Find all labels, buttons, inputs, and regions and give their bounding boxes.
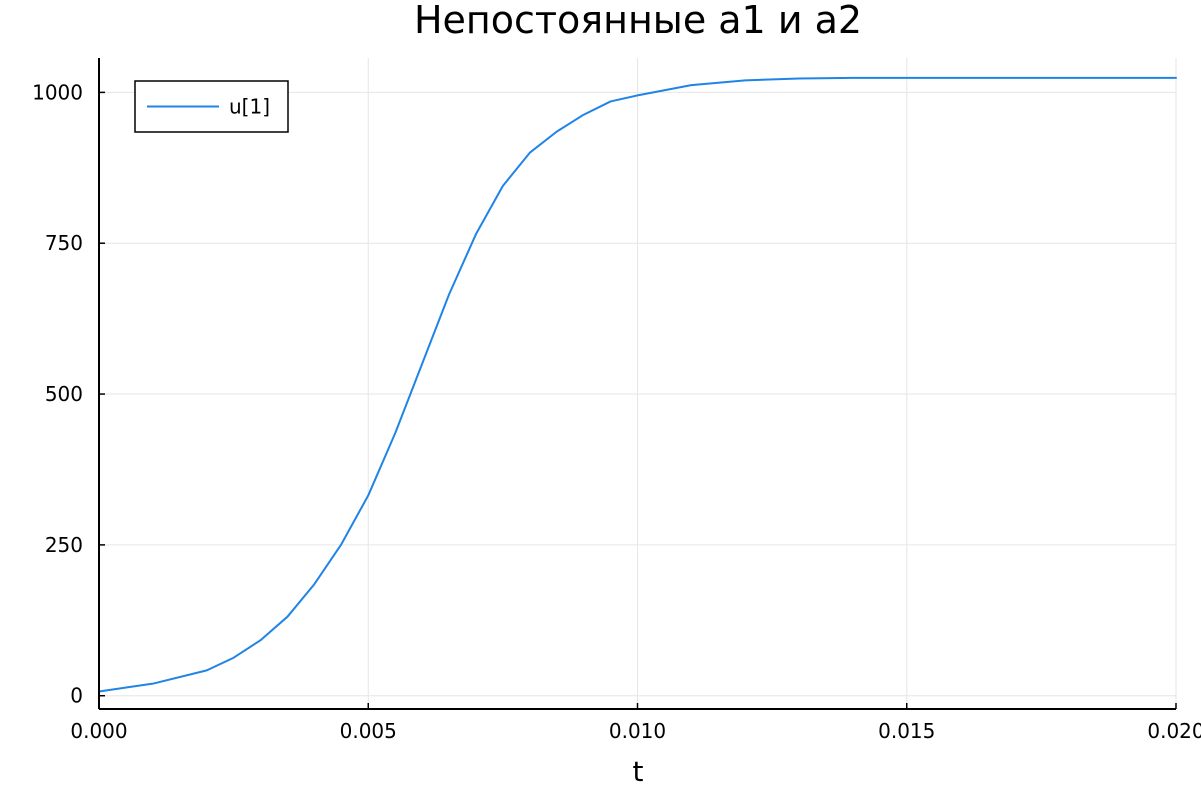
axes — [98, 58, 1177, 710]
grid — [98, 58, 1177, 709]
tick-labels: 0.000 0.005 0.010 0.015 0.020 0 250 500 750 1000 — [32, 80, 1201, 743]
x-tick-label: 0.000 — [70, 719, 127, 743]
legend: u[1] — [134, 80, 289, 133]
series-line — [98, 76, 1177, 693]
legend-label: u[1] — [229, 95, 270, 119]
x-tick-label: 0.010 — [609, 719, 666, 743]
y-tick-label: 250 — [45, 533, 83, 557]
chart-title: Непостоянные a1 и a2 — [414, 0, 862, 42]
x-tick-label: 0.015 — [878, 719, 935, 743]
x-tick-label: 0.020 — [1147, 719, 1201, 743]
series-layer — [98, 76, 1177, 693]
x-axis-label: t — [633, 755, 644, 788]
y-tick-label: 0 — [70, 684, 83, 708]
y-tick-label: 500 — [45, 382, 83, 406]
x-tick-label: 0.005 — [340, 719, 397, 743]
y-tick-label: 1000 — [32, 80, 83, 104]
y-tick-label: 750 — [45, 231, 83, 255]
